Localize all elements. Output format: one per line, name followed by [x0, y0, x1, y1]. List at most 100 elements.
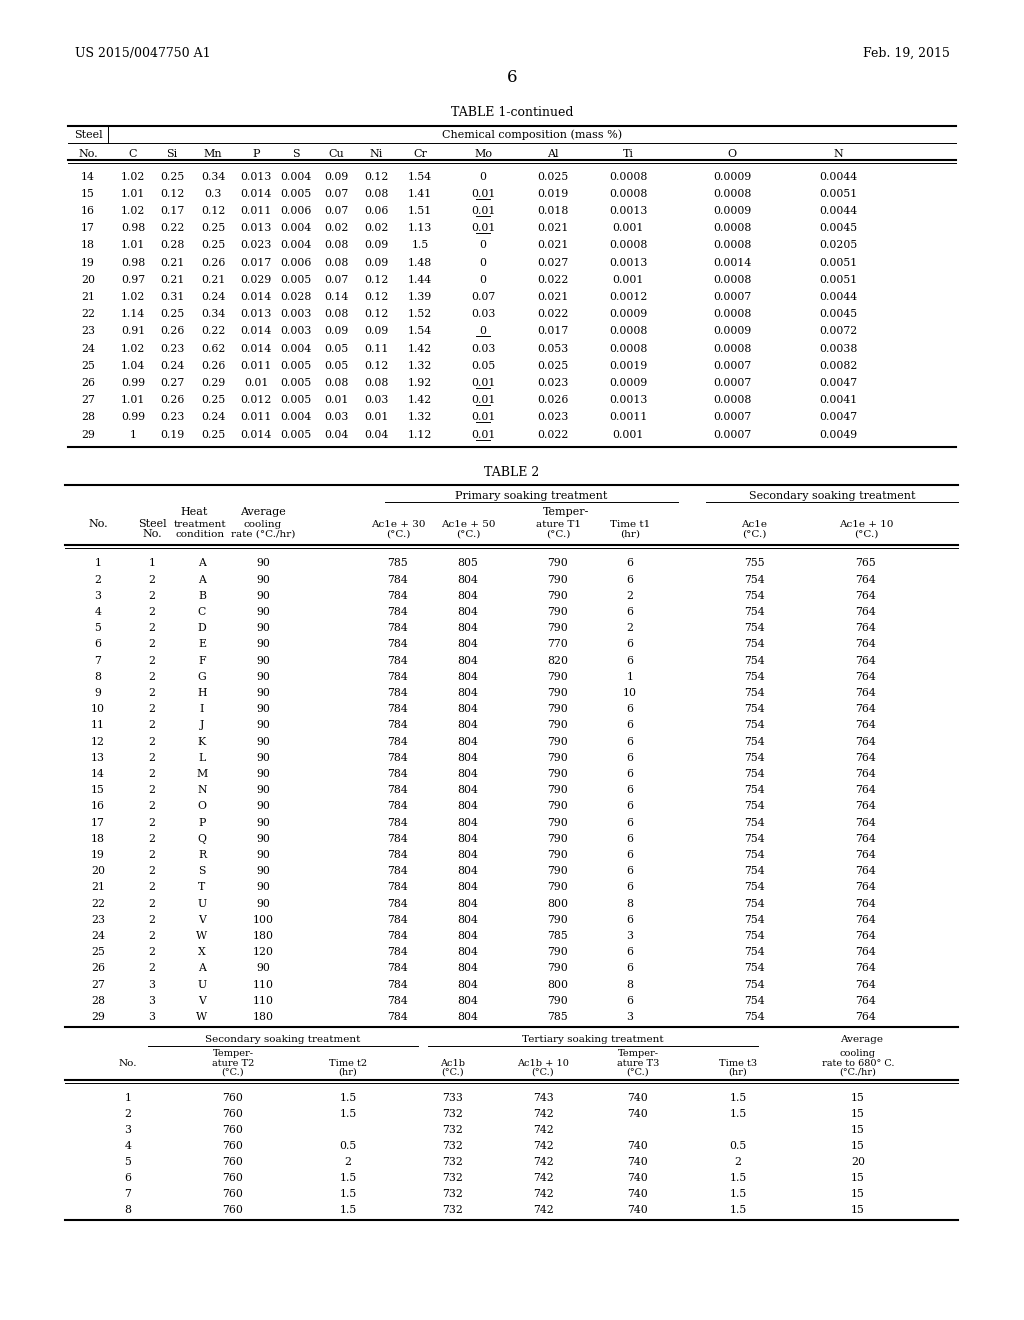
- Text: 790: 790: [548, 866, 568, 876]
- Text: 0.05: 0.05: [324, 360, 348, 371]
- Text: 0.0008: 0.0008: [609, 172, 647, 182]
- Text: No.: No.: [142, 529, 162, 539]
- Text: No.: No.: [119, 1059, 137, 1068]
- Text: 90: 90: [256, 817, 270, 828]
- Text: 0.021: 0.021: [538, 292, 568, 302]
- Text: 6: 6: [627, 834, 634, 843]
- Text: 754: 754: [743, 882, 764, 892]
- Text: 2: 2: [148, 574, 156, 585]
- Text: 1.5: 1.5: [729, 1109, 746, 1119]
- Text: 740: 740: [628, 1093, 648, 1104]
- Text: 0.0007: 0.0007: [713, 292, 752, 302]
- Text: 15: 15: [851, 1140, 865, 1151]
- Text: 790: 790: [548, 672, 568, 681]
- Text: 0.05: 0.05: [324, 343, 348, 354]
- Text: 2: 2: [148, 817, 156, 828]
- Text: 760: 760: [222, 1173, 244, 1183]
- Text: 0.017: 0.017: [241, 257, 271, 268]
- Text: 6: 6: [627, 817, 634, 828]
- Text: 754: 754: [743, 801, 764, 812]
- Text: 0.017: 0.017: [538, 326, 568, 337]
- Text: 0.02: 0.02: [364, 223, 388, 234]
- Text: 90: 90: [256, 704, 270, 714]
- Text: 0: 0: [479, 275, 486, 285]
- Text: 1: 1: [129, 429, 136, 440]
- Text: 0.62: 0.62: [201, 343, 225, 354]
- Text: 732: 732: [442, 1140, 464, 1151]
- Text: 15: 15: [851, 1205, 865, 1214]
- Text: 784: 784: [388, 915, 409, 925]
- Text: 1.02: 1.02: [121, 172, 145, 182]
- Text: 0.0008: 0.0008: [713, 309, 752, 319]
- Text: 0.98: 0.98: [121, 257, 145, 268]
- Text: 0.07: 0.07: [324, 206, 348, 216]
- Text: 755: 755: [743, 558, 764, 569]
- Text: 0.0047: 0.0047: [819, 378, 857, 388]
- Text: 0.0009: 0.0009: [713, 206, 752, 216]
- Text: 7: 7: [125, 1189, 131, 1199]
- Text: 1.5: 1.5: [339, 1189, 356, 1199]
- Text: 0.0044: 0.0044: [819, 206, 857, 216]
- Text: 1: 1: [125, 1093, 131, 1104]
- Text: 0.21: 0.21: [160, 275, 184, 285]
- Text: J: J: [200, 721, 204, 730]
- Text: E: E: [198, 639, 206, 649]
- Text: 790: 790: [548, 623, 568, 634]
- Text: 0.0013: 0.0013: [609, 206, 647, 216]
- Text: 0.0008: 0.0008: [713, 395, 752, 405]
- Text: 0.0008: 0.0008: [609, 189, 647, 199]
- Text: 0.004: 0.004: [281, 412, 311, 422]
- Text: 0.005: 0.005: [281, 429, 311, 440]
- Text: 2: 2: [148, 704, 156, 714]
- Text: 0.0009: 0.0009: [713, 326, 752, 337]
- Text: 0.01: 0.01: [471, 429, 496, 440]
- Text: 754: 754: [743, 721, 764, 730]
- Text: 8: 8: [627, 979, 634, 990]
- Text: 764: 764: [856, 801, 877, 812]
- Text: 764: 764: [856, 623, 877, 634]
- Text: Average: Average: [240, 507, 286, 517]
- Text: 0.11: 0.11: [364, 343, 388, 354]
- Text: 90: 90: [256, 785, 270, 795]
- Text: 0.005: 0.005: [281, 189, 311, 199]
- Text: 8: 8: [125, 1205, 131, 1214]
- Text: 733: 733: [442, 1093, 464, 1104]
- Text: 1.01: 1.01: [121, 240, 145, 251]
- Text: 180: 180: [253, 1012, 273, 1022]
- Text: 0.021: 0.021: [538, 240, 568, 251]
- Text: 13: 13: [91, 752, 105, 763]
- Text: 0.005: 0.005: [281, 360, 311, 371]
- Text: 732: 732: [442, 1158, 464, 1167]
- Text: 1.5: 1.5: [339, 1205, 356, 1214]
- Text: 1.32: 1.32: [408, 412, 432, 422]
- Text: 90: 90: [256, 558, 270, 569]
- Text: 0.07: 0.07: [471, 292, 496, 302]
- Text: 764: 764: [856, 639, 877, 649]
- Text: 804: 804: [458, 688, 478, 698]
- Text: 90: 90: [256, 866, 270, 876]
- Text: 0.0013: 0.0013: [609, 395, 647, 405]
- Text: 6: 6: [94, 639, 101, 649]
- Text: 10: 10: [623, 688, 637, 698]
- Text: 784: 784: [388, 979, 409, 990]
- Text: 90: 90: [256, 964, 270, 973]
- Text: 804: 804: [458, 623, 478, 634]
- Text: 0.0045: 0.0045: [819, 223, 857, 234]
- Text: 742: 742: [532, 1109, 553, 1119]
- Text: 2: 2: [148, 591, 156, 601]
- Text: 90: 90: [256, 672, 270, 681]
- Text: 1.54: 1.54: [408, 326, 432, 337]
- Text: G: G: [198, 672, 207, 681]
- Text: 7: 7: [94, 656, 101, 665]
- Text: 784: 784: [388, 737, 409, 747]
- Text: 790: 790: [548, 850, 568, 859]
- Text: Time t3: Time t3: [719, 1059, 757, 1068]
- Text: Feb. 19, 2015: Feb. 19, 2015: [863, 46, 950, 59]
- Text: 0.0007: 0.0007: [713, 378, 752, 388]
- Text: 21: 21: [91, 882, 105, 892]
- Text: 0.013: 0.013: [241, 172, 271, 182]
- Text: 0.0008: 0.0008: [609, 240, 647, 251]
- Text: 6: 6: [125, 1173, 131, 1183]
- Text: 785: 785: [548, 1012, 568, 1022]
- Text: (°C.): (°C.): [854, 529, 879, 539]
